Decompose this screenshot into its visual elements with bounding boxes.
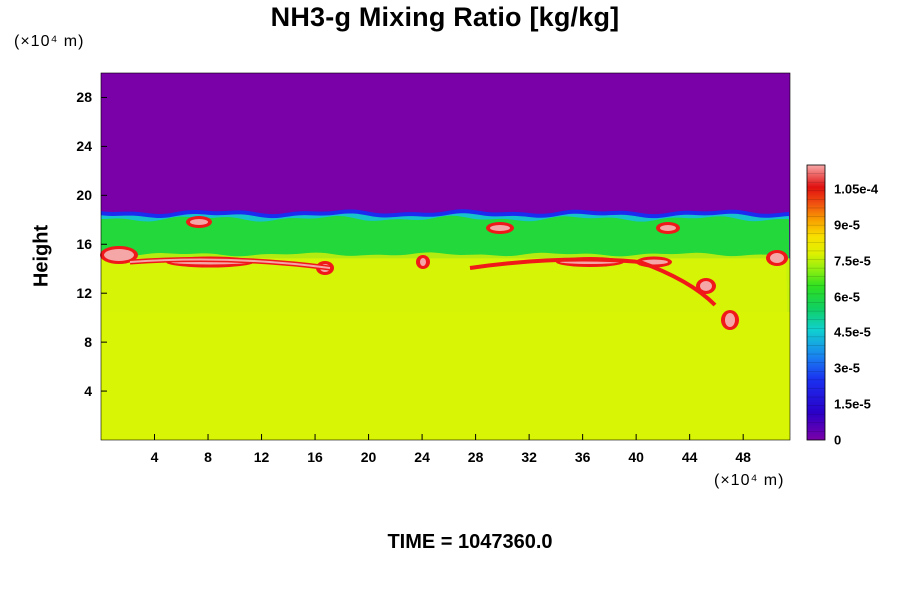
- x-tick-label: 24: [414, 449, 430, 465]
- colorbar-tick-label: 6e-5: [834, 289, 861, 305]
- colorbar-tick-label: 4.5e-5: [834, 324, 871, 340]
- filament-pink: [104, 249, 134, 261]
- x-tick-label: 40: [628, 449, 644, 465]
- plot-area: [100, 72, 791, 441]
- x-tick-label: 8: [204, 449, 212, 465]
- x-tick-label: 20: [360, 449, 377, 465]
- time-label: TIME = 1047360.0: [387, 531, 553, 553]
- streak-red: [639, 260, 717, 307]
- filament-pink: [660, 225, 676, 231]
- x-tick-label: 32: [521, 449, 537, 465]
- colorbar-tick-label: 3e-5: [834, 360, 861, 376]
- colorbar-gradient: [806, 164, 826, 441]
- region-bulk: [101, 311, 790, 440]
- colorbar-tick-label: 1.05e-4: [834, 181, 879, 197]
- filament-pink: [725, 313, 735, 327]
- y-tick-label: 16: [76, 236, 92, 253]
- y-tick-label: 12: [76, 285, 92, 302]
- y-tick-label: 24: [76, 138, 92, 155]
- x-axis-unit: (×10⁴ m): [714, 472, 785, 489]
- colorbar-tick-label: 0: [834, 432, 842, 448]
- x-tick-label: 12: [253, 449, 270, 465]
- chart-title: NH3-g Mixing Ratio [kg/kg]: [270, 2, 620, 32]
- y-axis-unit: (×10⁴ m): [14, 33, 85, 50]
- plot-border: [100, 72, 791, 441]
- colorbar-tick-label: 7.5e-5: [834, 253, 871, 269]
- x-tick-label: 36: [574, 449, 591, 465]
- y-tick-label: 20: [76, 187, 92, 204]
- filament-pink: [420, 258, 426, 266]
- streak-pink: [129, 258, 331, 269]
- filament-pink: [770, 253, 784, 263]
- x-tick-label: 44: [681, 449, 698, 465]
- tick-marks: [101, 96, 744, 440]
- y-tick-label: 4: [84, 383, 92, 400]
- filament-pink: [700, 281, 712, 291]
- x-tick-label: 48: [735, 449, 751, 465]
- filament-pink: [490, 225, 510, 231]
- streak-red: [469, 257, 641, 270]
- colorbar-tick-label: 1.5e-5: [834, 396, 871, 412]
- y-tick-label: 8: [84, 334, 92, 351]
- y-tick-label: 28: [76, 89, 92, 106]
- x-tick-label: 28: [467, 449, 484, 465]
- x-tick-label: 16: [307, 449, 323, 465]
- x-tick-label: 4: [150, 449, 159, 465]
- colorbar: [806, 164, 826, 441]
- filament-pink: [190, 219, 208, 225]
- colorbar-tick-label: 9e-5: [834, 217, 861, 233]
